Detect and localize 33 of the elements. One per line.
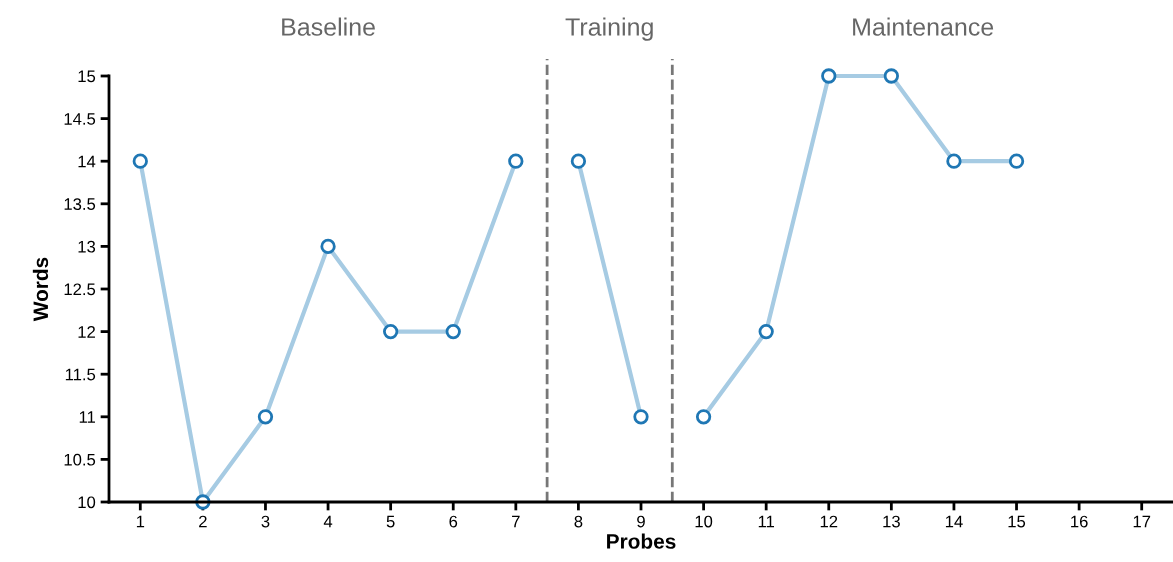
x-tick-label: 6: [449, 515, 458, 528]
x-tick-label: 10: [695, 515, 713, 528]
y-tick-label: 13: [78, 240, 96, 253]
x-tick-label: 9: [637, 515, 645, 528]
text: Training: [565, 17, 653, 41]
y-tick-label: 11: [79, 411, 95, 423]
y-tick-label: 10: [78, 496, 96, 509]
x-tick-label: 2: [199, 515, 207, 528]
x-tick-label: 7: [512, 515, 520, 528]
x-tick-label: 1: [136, 515, 145, 528]
y-tick-label: 12.5: [64, 283, 96, 296]
x-tick-label: 15: [1008, 515, 1026, 528]
x-tick-label: 14: [945, 515, 963, 528]
y-tick-label: 10.5: [64, 453, 96, 466]
x-tick-label: 3: [261, 515, 270, 528]
y-axis-title: Words: [32, 257, 49, 322]
x-tick-label: 13: [883, 515, 900, 528]
y-tick-label: 11.5: [65, 368, 96, 381]
x-tick-label: 4: [323, 515, 333, 528]
y-tick-label: 13.5: [64, 198, 96, 210]
x-tick-label: 17: [1133, 515, 1151, 528]
text: Maintenance: [853, 17, 994, 36]
y-tick-label: 12: [78, 326, 95, 338]
y-tick-label: 15: [78, 70, 96, 83]
x-tick-label: 16: [1071, 515, 1088, 528]
text: Baseline: [282, 17, 375, 36]
x-tick-label: 8: [574, 515, 583, 528]
y-tick-label: 14: [78, 155, 96, 168]
x-axis-title: Probes: [607, 533, 676, 549]
x-tick-label: 11: [758, 515, 775, 528]
x-tick-label: 5: [386, 515, 395, 528]
y-tick-label: 14.5: [64, 113, 96, 125]
x-tick-label: 12: [820, 515, 838, 528]
